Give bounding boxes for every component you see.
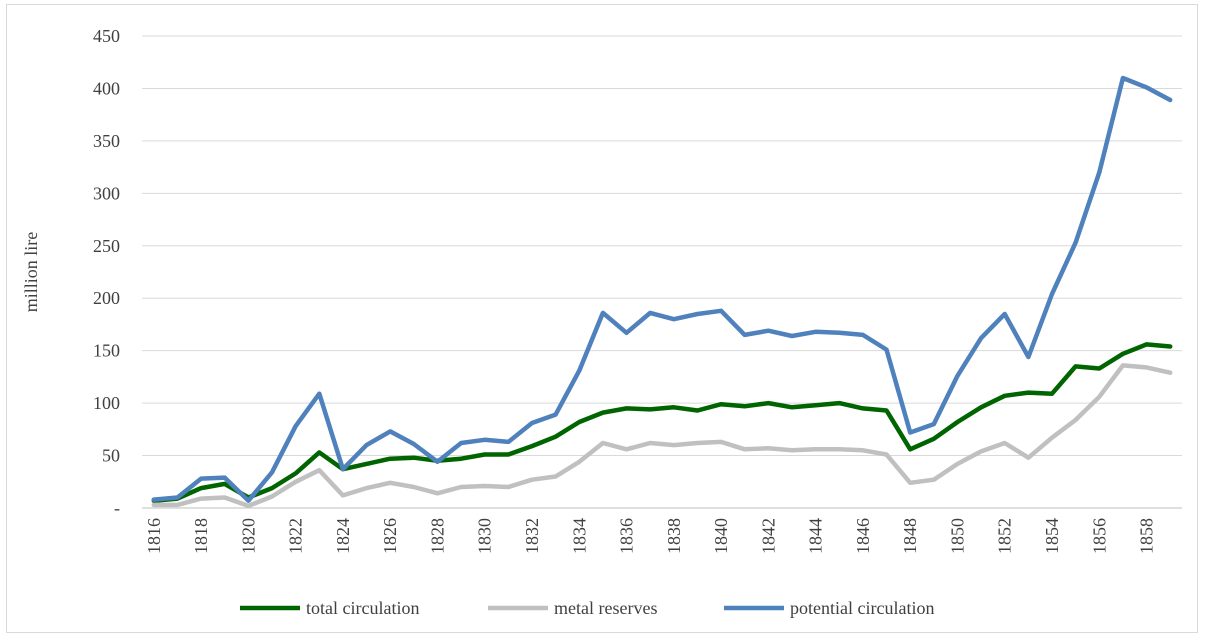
x-tick-label: 1832 (522, 518, 542, 554)
x-axis-ticks: 1816 1818 1820 1822 1824 1826 1828 1830 1832 1834… (144, 518, 1157, 554)
legend-label: metal reserves (554, 598, 657, 618)
series-lines (151, 75, 1173, 509)
x-tick-label: 1818 (191, 518, 211, 554)
series-line-total-circulation (151, 342, 1173, 503)
x-tick-label: 1828 (427, 518, 447, 554)
x-tick-label: 1844 (806, 518, 826, 554)
x-tick-label: 1854 (1042, 518, 1062, 554)
legend-label: potential circulation (790, 598, 934, 618)
x-tick-label: 1852 (995, 518, 1015, 554)
x-tick-label: 1824 (333, 518, 353, 554)
y-tick-label: 200 (93, 288, 120, 308)
y-tick-label: 450 (93, 26, 120, 46)
y-axis-ticks: - 50 100 150 200 250 300 350 400 450 (93, 26, 120, 518)
y-tick-label: 150 (93, 341, 120, 361)
y-axis-title: million lire (21, 232, 41, 313)
x-tick-label: 1820 (238, 518, 258, 554)
x-tick-label: 1834 (569, 518, 589, 554)
x-tick-label: 1842 (758, 518, 778, 554)
x-tick-label: 1858 (1137, 518, 1157, 554)
y-tick-label: 100 (93, 393, 120, 413)
y-tick-label: - (114, 498, 120, 518)
x-tick-label: 1848 (900, 518, 920, 554)
x-tick-label: 1840 (711, 518, 731, 554)
x-tick-label: 1846 (853, 518, 873, 554)
x-tick-label: 1850 (947, 518, 967, 554)
y-tick-label: 300 (93, 183, 120, 203)
series-line-potential-circulation (151, 75, 1173, 503)
x-tick-label: 1856 (1089, 518, 1109, 554)
y-tick-label: 400 (93, 78, 120, 98)
x-tick-label: 1816 (144, 518, 164, 554)
y-tick-label: 50 (102, 446, 120, 466)
legend: total circulation metal reserves potential… (240, 598, 934, 618)
series-line-metal-reserves (151, 363, 1173, 509)
x-tick-label: 1836 (617, 518, 637, 554)
x-tick-label: 1826 (380, 518, 400, 554)
x-tick-label: 1830 (475, 518, 495, 554)
y-tick-label: 250 (93, 236, 120, 256)
x-tick-label: 1838 (664, 518, 684, 554)
legend-label: total circulation (306, 598, 419, 618)
x-tick-label: 1822 (286, 518, 306, 554)
y-tick-label: 350 (93, 131, 120, 151)
